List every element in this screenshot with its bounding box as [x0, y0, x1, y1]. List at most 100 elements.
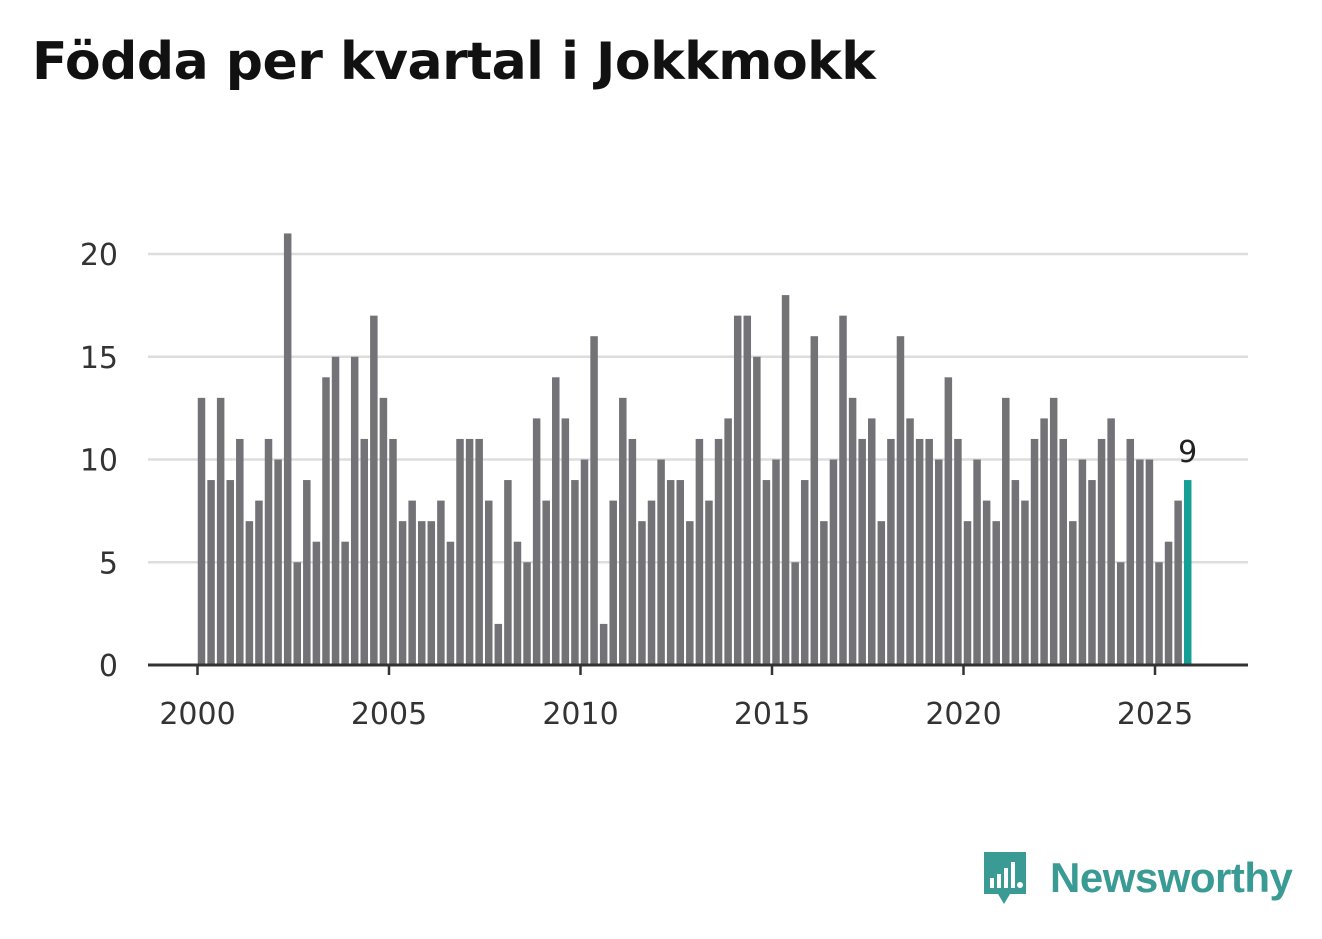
- bar: [1088, 480, 1096, 665]
- bar: [1145, 459, 1154, 665]
- bar: [858, 438, 866, 665]
- tick-labels: 0 5 10 15 20 9 2000 2005 2010 2015 2020 2025: [80, 238, 1197, 732]
- bar: [504, 480, 512, 665]
- bar: [341, 541, 349, 665]
- bar: [657, 459, 665, 665]
- bar: [733, 315, 742, 665]
- bar: [753, 356, 761, 665]
- bar: [628, 438, 637, 665]
- x-tick-label: 2015: [734, 697, 810, 732]
- bar-highlight: [1183, 480, 1192, 665]
- bar: [839, 315, 847, 665]
- bar: [791, 562, 799, 665]
- bar: [982, 500, 991, 665]
- bar: [896, 336, 905, 665]
- bar: [963, 521, 972, 665]
- bar: [216, 397, 225, 665]
- bar: [1107, 418, 1115, 665]
- bar: [197, 397, 206, 665]
- bar: [887, 438, 895, 665]
- x-tick-label: 2020: [925, 697, 1001, 732]
- bar: [255, 500, 263, 665]
- bar: [1069, 521, 1077, 665]
- bar: [810, 336, 819, 665]
- bar: [973, 459, 981, 665]
- bar: [465, 438, 474, 665]
- bar: [868, 418, 876, 665]
- bar: [303, 480, 311, 665]
- bar: [370, 315, 378, 665]
- bar: [236, 438, 244, 665]
- chart-title: Födda per kvartal i Jokkmokk: [32, 32, 876, 92]
- bar: [408, 500, 416, 665]
- bar: [571, 480, 579, 665]
- bar: [1164, 541, 1173, 665]
- bar: [619, 397, 627, 665]
- bar: [695, 438, 704, 665]
- bar: [475, 438, 483, 665]
- bar: [532, 418, 541, 665]
- bar: [379, 397, 388, 665]
- bar: [781, 295, 790, 665]
- bar: [513, 541, 522, 665]
- bar: [609, 500, 617, 665]
- bar: [954, 438, 962, 665]
- bar: [427, 521, 436, 665]
- bar: [829, 459, 838, 665]
- bar: [322, 377, 330, 665]
- bar: [446, 541, 455, 665]
- bar: [877, 521, 886, 665]
- bar: [1078, 459, 1087, 665]
- newsworthy-logo-icon: [984, 852, 1026, 904]
- bar: [772, 459, 780, 665]
- axes: [148, 663, 1248, 675]
- bar: [389, 438, 397, 665]
- bar: [331, 356, 340, 665]
- bar: [1002, 397, 1010, 665]
- bar: [561, 418, 570, 665]
- bar: [638, 521, 646, 665]
- bar: [283, 233, 292, 665]
- x-tick-label: 2010: [542, 697, 618, 732]
- bar: [1126, 438, 1135, 665]
- bar: [274, 459, 282, 665]
- bar: [705, 500, 713, 665]
- newsworthy-logo: Newsworthy: [980, 848, 1293, 908]
- bar: [1155, 562, 1163, 665]
- bar: [800, 480, 809, 665]
- bar: [647, 500, 656, 665]
- bar: [1021, 500, 1029, 665]
- bar: [552, 377, 560, 665]
- bar: [590, 336, 598, 665]
- bar: [925, 438, 933, 665]
- bar: [226, 480, 234, 665]
- bar: [724, 418, 732, 665]
- bar: [360, 438, 369, 665]
- bar: [1030, 438, 1039, 665]
- bar: [1174, 500, 1182, 665]
- bar: [580, 459, 589, 665]
- bar: [485, 500, 493, 665]
- bar: [398, 521, 407, 665]
- bar: [906, 418, 914, 665]
- bar: [1040, 418, 1048, 665]
- bar: [494, 623, 503, 665]
- y-tick-label: 15: [80, 341, 118, 376]
- bar: [992, 521, 1000, 665]
- bar: [944, 377, 953, 665]
- y-tick-label: 5: [99, 546, 118, 581]
- bar: [676, 480, 684, 665]
- bar: [1049, 397, 1058, 665]
- bar: [264, 438, 273, 665]
- bar: [245, 521, 254, 665]
- bar: [312, 541, 321, 665]
- bar: [1011, 480, 1020, 665]
- x-tick-label: 2005: [351, 697, 427, 732]
- bar: [686, 521, 694, 665]
- bar: [935, 459, 943, 665]
- bar: [523, 562, 531, 665]
- bars: [197, 233, 1192, 665]
- bar: [762, 480, 771, 665]
- bar: [1116, 562, 1125, 665]
